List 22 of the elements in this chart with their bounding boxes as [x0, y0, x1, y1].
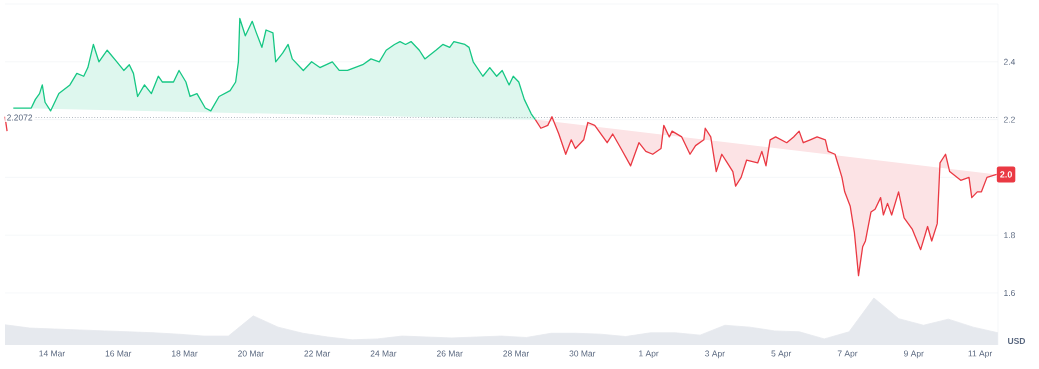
y-axis-title: USD [1008, 338, 1026, 344]
x-tick-label: 7 Apr [837, 350, 858, 359]
y-tick-label: 2.4 [1003, 58, 1016, 65]
x-tick-label: 28 Mar [503, 350, 530, 357]
y-tick-label: 1.6 [1004, 289, 1015, 296]
x-tick-label: 30 Mar [569, 350, 596, 357]
ref-line-label: 2.2072 [7, 114, 33, 121]
y-tick-label: 2.2 [1003, 116, 1015, 123]
x-tick-label: 24 Mar [370, 350, 397, 357]
x-tick-label: 22 Mar [304, 350, 331, 357]
x-tick-label: 3 Apr [705, 350, 725, 359]
x-tick-label: 14 Mar [39, 350, 65, 357]
x-tick-label: 26 Mar [436, 350, 463, 357]
x-tick-label: 5 Apr [771, 350, 792, 359]
x-tick-label: 1 Apr [639, 350, 659, 359]
x-tick-label: 18 Mar [172, 350, 198, 357]
x-tick-label: 11 Apr [968, 350, 993, 359]
x-tick-label: 16 Mar [105, 350, 132, 357]
x-tick-label: 20 Mar [238, 350, 264, 357]
annotation: 2.0 [1000, 171, 1012, 178]
x-tick-label: 9 Apr [904, 350, 924, 359]
y-tick-label: 1.8 [1004, 232, 1015, 239]
